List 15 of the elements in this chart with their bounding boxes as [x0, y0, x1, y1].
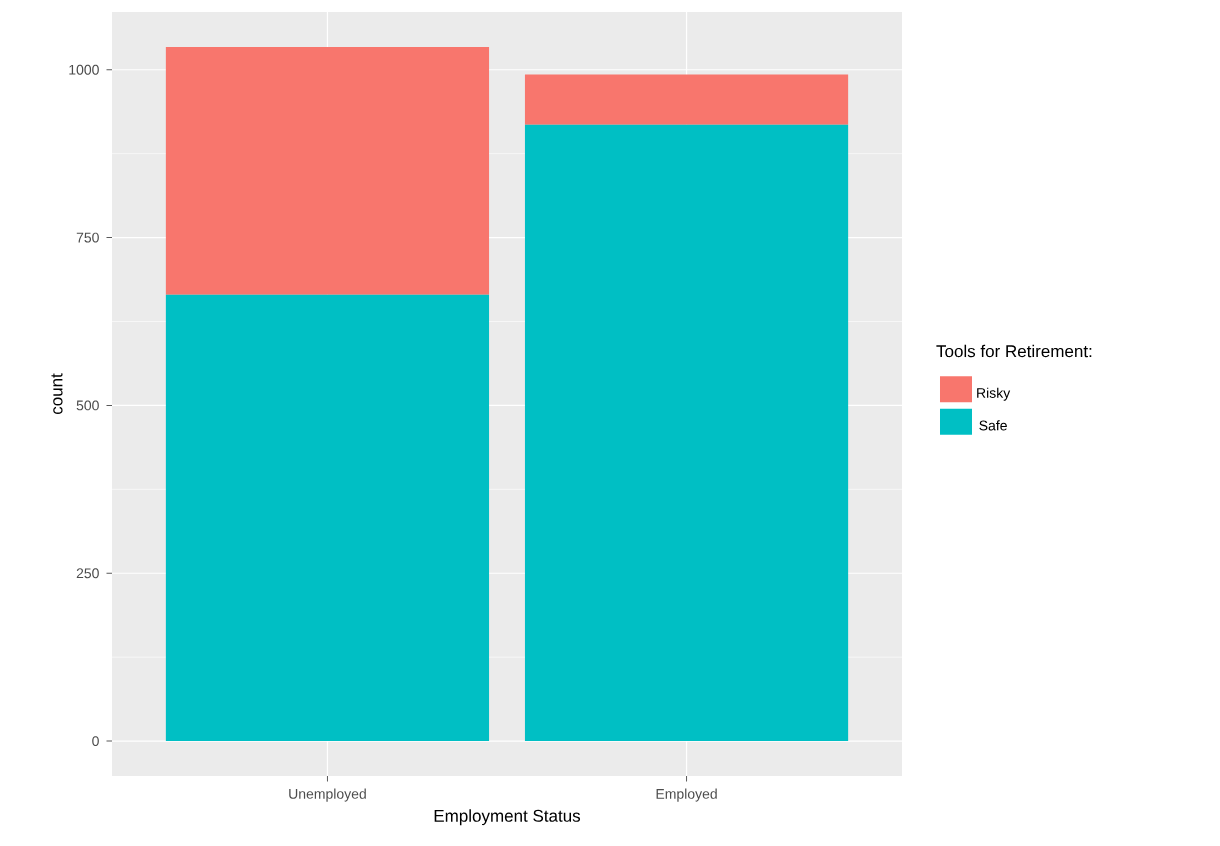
x-axis-title: Employment Status — [434, 809, 581, 826]
y-tick-label: 1000 — [69, 64, 99, 75]
y-axis-title: count — [51, 373, 63, 415]
y-tick-label: 500 — [76, 400, 99, 411]
bar — [524, 74, 849, 125]
bar — [165, 46, 490, 295]
legend-title: Tools for Retirement: — [936, 344, 1092, 358]
legend-label: Safe — [979, 420, 1007, 431]
bar — [165, 294, 490, 742]
x-tick-label: Unemployed — [289, 788, 366, 802]
y-tick-label: 0 — [92, 736, 99, 747]
y-tick-label: 250 — [76, 568, 99, 579]
legend-label: Risky — [977, 387, 1011, 401]
x-tick-label: Employed — [656, 788, 717, 802]
y-tick-label: 750 — [76, 232, 99, 243]
